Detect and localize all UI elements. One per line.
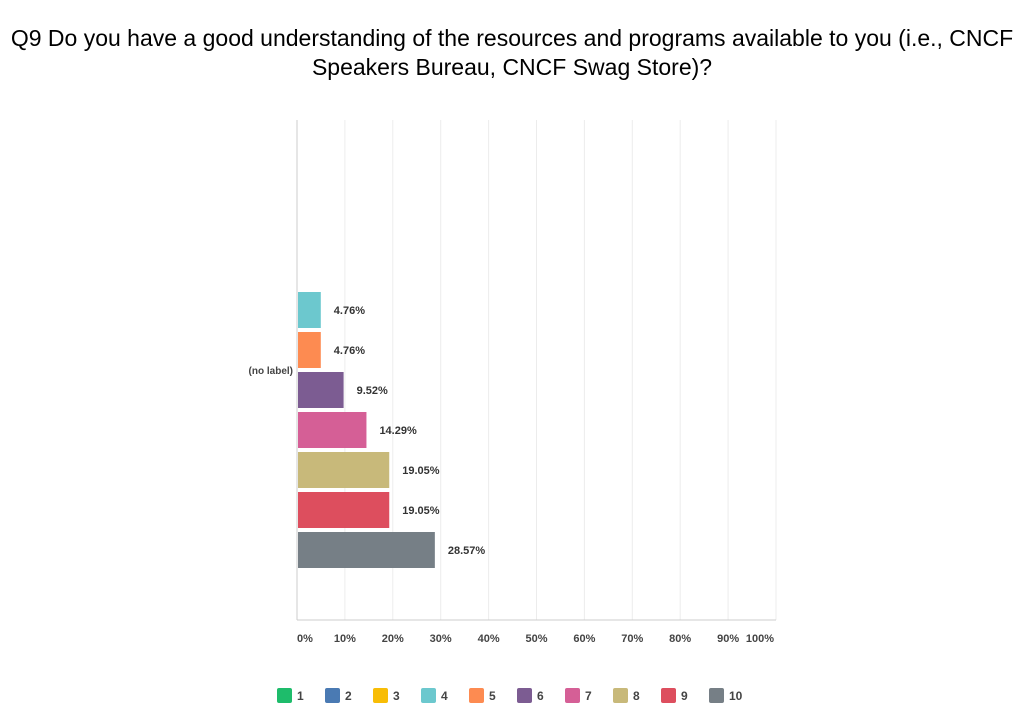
legend-swatch-6 bbox=[517, 688, 532, 703]
chart-title: Q9 Do you have a good understanding of t… bbox=[10, 25, 1014, 80]
legend-label-10: 10 bbox=[729, 689, 743, 703]
x-tick-label: 10% bbox=[334, 633, 356, 645]
legend-swatch-2 bbox=[325, 688, 340, 703]
data-label-5: 4.76% bbox=[334, 345, 365, 357]
legend-label-9: 9 bbox=[681, 689, 688, 703]
legend-label-4: 4 bbox=[441, 689, 448, 703]
grid-lines bbox=[344, 120, 777, 620]
bar-5 bbox=[298, 332, 321, 368]
legend-label-3: 3 bbox=[393, 689, 400, 703]
x-tick-label: 0% bbox=[297, 633, 313, 645]
category-label: (no label) bbox=[249, 366, 293, 377]
legend: 1 2 3 4 5 6 7 8 9 10 bbox=[277, 688, 743, 703]
bar-9 bbox=[298, 492, 390, 528]
x-tick-label: 60% bbox=[573, 633, 595, 645]
bar-8 bbox=[298, 452, 390, 488]
legend-label-6: 6 bbox=[537, 689, 544, 703]
bar-4 bbox=[298, 292, 321, 328]
legend-swatch-8 bbox=[613, 688, 628, 703]
data-label-9: 19.05% bbox=[402, 505, 440, 517]
data-label-7: 14.29% bbox=[379, 425, 417, 437]
legend-label-1: 1 bbox=[297, 689, 304, 703]
legend-swatch-10 bbox=[709, 688, 724, 703]
x-tick-label: 90% bbox=[717, 633, 739, 645]
x-tick-label: 80% bbox=[669, 633, 691, 645]
x-tick-label: 40% bbox=[478, 633, 500, 645]
x-tick-label: 70% bbox=[621, 633, 643, 645]
legend-swatch-7 bbox=[565, 688, 580, 703]
bar-10 bbox=[298, 532, 435, 568]
category-labels: (no label) bbox=[249, 366, 293, 377]
x-tick-label: 30% bbox=[430, 633, 452, 645]
legend-label-7: 7 bbox=[585, 689, 592, 703]
legend-swatch-3 bbox=[373, 688, 388, 703]
x-tick-label: 20% bbox=[382, 633, 404, 645]
legend-swatch-1 bbox=[277, 688, 292, 703]
x-tick-labels: 0% 10% 20% 30% 40% 50% 60% 70% 80% 90% 100% bbox=[297, 633, 774, 645]
x-tick-label: 100% bbox=[746, 633, 774, 645]
bars bbox=[298, 292, 435, 568]
data-labels: 4.76% 4.76% 9.52% 14.29% 19.05% 19.05% 28.57% bbox=[334, 305, 486, 557]
legend-label-5: 5 bbox=[489, 689, 496, 703]
legend-label-8: 8 bbox=[633, 689, 640, 703]
bar-7 bbox=[298, 412, 367, 448]
data-label-8: 19.05% bbox=[402, 465, 440, 477]
legend-label-2: 2 bbox=[345, 689, 352, 703]
data-label-6: 9.52% bbox=[357, 385, 388, 397]
x-tick-label: 50% bbox=[525, 633, 547, 645]
axis-lines bbox=[296, 120, 776, 621]
legend-swatch-9 bbox=[661, 688, 676, 703]
data-label-4: 4.76% bbox=[334, 305, 365, 317]
data-label-10: 28.57% bbox=[448, 545, 486, 557]
legend-swatch-4 bbox=[421, 688, 436, 703]
legend-swatch-5 bbox=[469, 688, 484, 703]
bar-6 bbox=[298, 372, 344, 408]
